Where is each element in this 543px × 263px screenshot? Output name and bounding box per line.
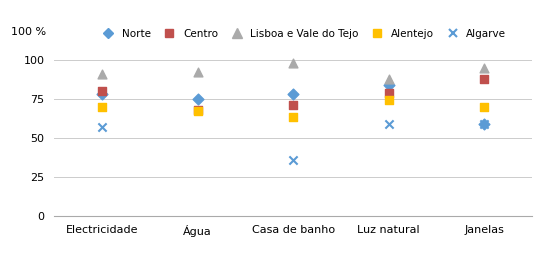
- Point: [98, 72, 106, 76]
- Point: [480, 65, 489, 70]
- Point: [98, 89, 106, 93]
- Point: [384, 98, 393, 102]
- Point: [384, 83, 393, 87]
- Point: [289, 61, 298, 65]
- Point: [193, 109, 202, 113]
- Point: [384, 122, 393, 126]
- Point: [289, 92, 298, 96]
- Point: [289, 103, 298, 107]
- Point: [289, 115, 298, 120]
- Point: [98, 125, 106, 129]
- Point: [384, 77, 393, 81]
- Point: [193, 108, 202, 112]
- Point: [98, 92, 106, 96]
- Text: 100 %: 100 %: [11, 27, 46, 37]
- Point: [289, 158, 298, 162]
- Point: [480, 122, 489, 126]
- Point: [480, 77, 489, 81]
- Point: [98, 104, 106, 109]
- Point: [193, 70, 202, 74]
- Legend: Norte, Centro, Lisboa e Vale do Tejo, Alentejo, Algarve: Norte, Centro, Lisboa e Vale do Tejo, Al…: [98, 29, 506, 39]
- Point: [384, 90, 393, 95]
- Point: [480, 104, 489, 109]
- Point: [480, 122, 489, 126]
- Point: [193, 97, 202, 101]
